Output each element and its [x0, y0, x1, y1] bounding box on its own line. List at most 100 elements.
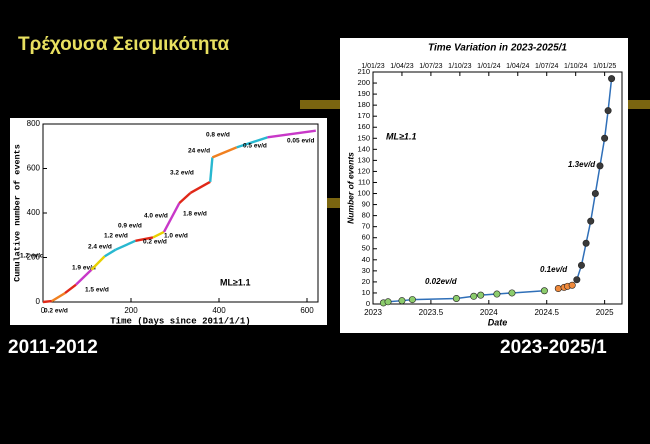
point — [591, 190, 599, 198]
rate-label: 2.4 ev/d — [88, 244, 112, 251]
point — [587, 217, 595, 225]
rate-label: 1.8 ev/d — [183, 211, 207, 218]
rate-label: 0.5 ev/d — [243, 143, 267, 150]
x2-tick-label: 1/04/23 — [390, 63, 413, 70]
y-tick-label: 0 — [366, 299, 370, 308]
x-tick-label: 2023.5 — [419, 308, 444, 317]
x2-tick-label: 1/10/23 — [448, 63, 471, 70]
point — [477, 291, 485, 299]
y-tick-label: 170 — [357, 111, 370, 120]
x-tick-label: 2024 — [480, 308, 498, 317]
curve-segment — [189, 180, 211, 195]
x-axis-label: Time (Days since 2011/1/1) — [110, 316, 250, 326]
x2-tick-label: 1/10/24 — [564, 63, 587, 70]
y-tick-label: 30 — [362, 266, 370, 275]
chart-title: Time Variation in 2023-2025/1 — [428, 43, 567, 54]
point — [573, 276, 581, 284]
x-tick-label: 200 — [124, 306, 138, 315]
caption: 2023-2025/1 — [500, 337, 607, 358]
y-tick-label: 90 — [362, 200, 370, 209]
y-tick-label: 130 — [357, 155, 370, 164]
chart-panel — [340, 38, 628, 333]
x-tick-label: 2023 — [364, 308, 382, 317]
point — [596, 162, 604, 170]
curve-segment — [103, 248, 117, 258]
x-tick-label: 400 — [212, 306, 226, 315]
y-tick-label: 50 — [362, 244, 370, 253]
x-tick-label: 600 — [300, 306, 314, 315]
y-tick-label: 190 — [357, 89, 370, 98]
y-axis-label: Cumulative number of events — [12, 144, 22, 282]
point — [601, 134, 609, 142]
rate-label: 1.2 ev/d — [20, 253, 44, 260]
x2-tick-label: 1/07/23 — [419, 63, 442, 70]
x2-tick-label: 1/01/23 — [361, 63, 384, 70]
point — [608, 75, 616, 83]
y-tick-label: 10 — [362, 288, 370, 297]
x-tick-label: 2024.5 — [534, 308, 559, 317]
y-tick-label: 110 — [358, 177, 370, 186]
curve-segment — [51, 292, 66, 303]
y-tick-label: 0 — [36, 297, 41, 306]
point — [398, 297, 406, 305]
x2-tick-label: 1/01/25 — [593, 63, 616, 70]
curve-segment — [267, 129, 316, 139]
y-tick-label: 150 — [357, 133, 370, 142]
curve-segment — [90, 255, 106, 271]
point — [540, 287, 548, 295]
annotation: ML≥1.1 — [220, 277, 250, 287]
connecting-line — [383, 289, 545, 304]
rate-label: 1.2 ev/d — [104, 233, 128, 240]
x2-tick-label: 1/04/24 — [506, 63, 529, 70]
y-tick-label: 400 — [27, 208, 41, 217]
rate-label: 24 ev/d — [188, 148, 210, 155]
y-tick-label: 80 — [362, 211, 370, 220]
point — [408, 296, 416, 304]
y-tick-label: 70 — [362, 222, 370, 231]
point — [582, 239, 590, 247]
rate-label: 0.8 ev/d — [206, 132, 230, 139]
curve-segment — [115, 239, 136, 251]
y-tick-label: 210 — [357, 67, 370, 76]
point — [554, 285, 562, 293]
slide-title: Τρέχουσα Σεισμικότητα — [18, 34, 229, 55]
rate-label: 1.0 ev/d — [164, 233, 188, 240]
point — [493, 290, 501, 298]
y-tick-label: 140 — [357, 144, 370, 153]
y-tick-label: 160 — [357, 122, 370, 131]
rate-label: 0.02ev/d — [425, 277, 458, 286]
rate-label: 1.9 ev/d — [72, 265, 96, 272]
rate-label: 0.2 ev/d — [44, 308, 68, 315]
y-tick-label: 20 — [362, 277, 370, 286]
curve-segment — [162, 202, 181, 233]
point — [470, 292, 478, 300]
y-tick-label: 60 — [362, 233, 370, 242]
rate-label: 0.9 ev/d — [118, 223, 142, 230]
curve-segment — [211, 146, 238, 159]
y-tick-label: 100 — [357, 189, 370, 198]
rate-label: 1.3ev/d — [568, 160, 596, 169]
curve-segment — [209, 157, 214, 182]
y-tick-label: 200 — [357, 78, 370, 87]
point — [384, 298, 392, 306]
rate-label: 4.0 ev/d — [144, 213, 168, 220]
point — [577, 261, 585, 269]
point — [568, 281, 576, 289]
point — [452, 294, 460, 302]
rate-label: 3.2 ev/d — [170, 170, 194, 177]
x-tick-label: 0 — [41, 306, 46, 315]
caption: 2011-2012 — [8, 337, 98, 358]
y-axis-label: Number of events — [345, 152, 355, 224]
curve-segment — [178, 192, 192, 204]
rate-label: 0.05 ev/d — [287, 138, 314, 145]
rate-label: 0.2 ev/d — [143, 239, 167, 246]
x2-tick-label: 1/01/24 — [477, 63, 500, 70]
curve-segment — [236, 136, 268, 149]
rate-label: 1.5 ev/d — [85, 287, 109, 294]
plot-frame — [372, 71, 623, 305]
x-axis-label: Date — [488, 317, 508, 327]
rate-label: 0.1ev/d — [540, 265, 568, 274]
y-tick-label: 600 — [27, 164, 41, 173]
y-tick-label: 180 — [357, 100, 370, 109]
